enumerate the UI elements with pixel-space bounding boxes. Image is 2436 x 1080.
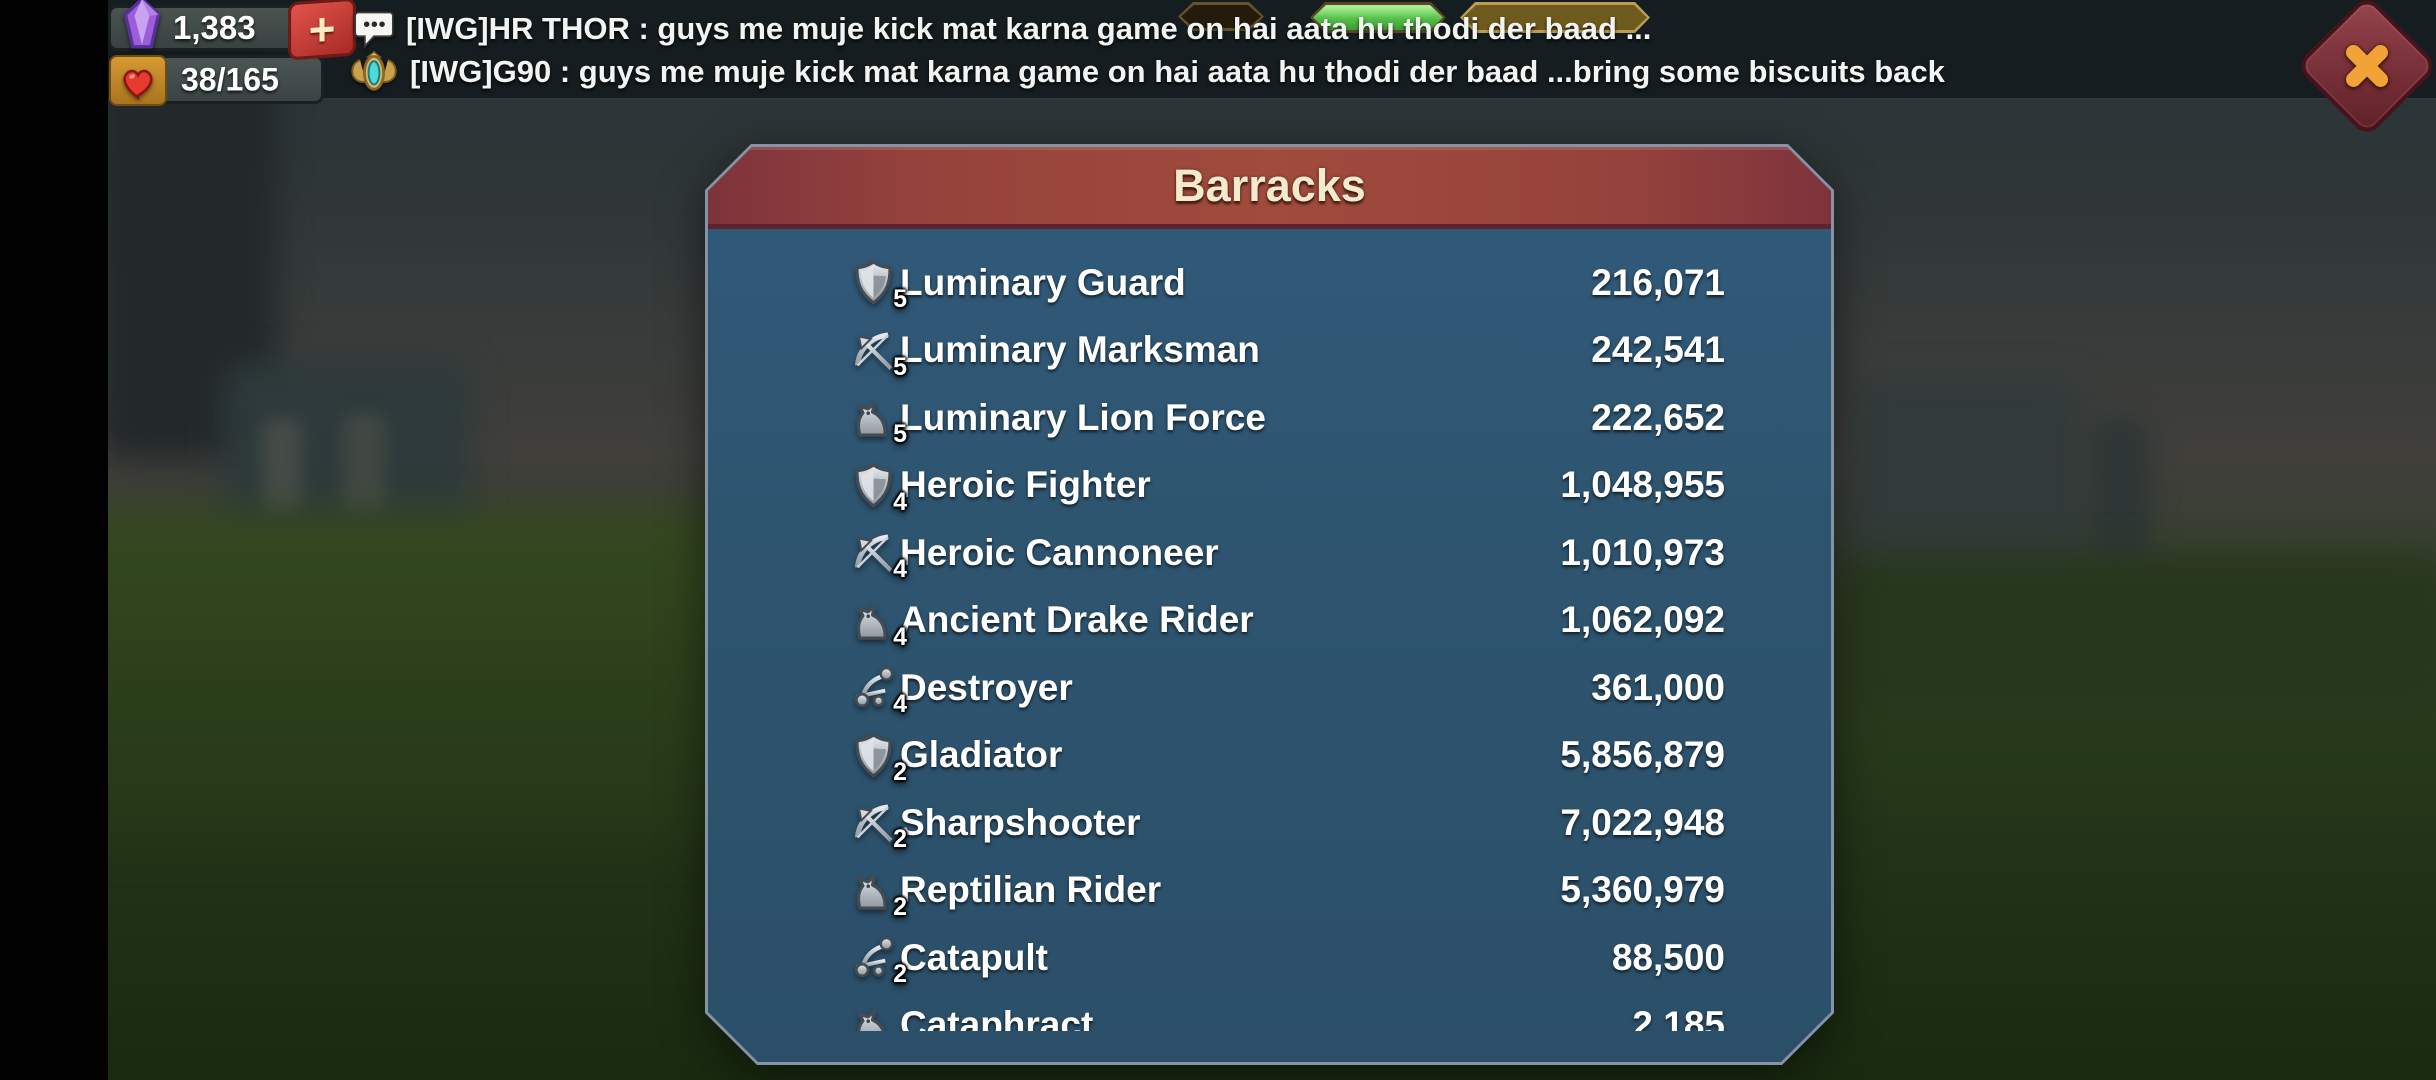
chat-message-text: [IWG]HR THOR : guys me muje kick mat kar…: [406, 11, 1652, 46]
troop-count: 216,071: [1591, 261, 1725, 303]
heart-count: 38/165: [181, 61, 279, 97]
troop-row: 4 Ancient Drake Rider 1,062,092: [850, 587, 1725, 655]
heart-badge: [109, 55, 167, 106]
troop-name: Ancient Drake Rider: [900, 599, 1254, 641]
troop-tier-label: 2: [893, 825, 907, 854]
troop-tier-label: 2: [893, 960, 907, 989]
troop-name: Heroic Cannoneer: [900, 531, 1219, 573]
troop-row: 5 Luminary Guard 216,071: [850, 249, 1725, 317]
troop-name: Gladiator: [900, 734, 1063, 776]
troop-name: Sharpshooter: [900, 801, 1141, 843]
cavalry-icon: 4: [850, 597, 897, 644]
close-icon: [2346, 45, 2388, 88]
troop-tier-label: 4: [893, 555, 907, 584]
troop-row: 4 Heroic Fighter 1,048,955: [850, 452, 1725, 520]
capacity-pill-green: [1310, 2, 1446, 33]
capacity-pill-gold: [1460, 2, 1650, 33]
infantry-icon: 2: [850, 732, 897, 779]
gem-count: 1,383: [173, 9, 256, 46]
panel-title: Barracks: [1173, 160, 1366, 211]
troop-count: 222,652: [1591, 396, 1725, 438]
letterbox-bar: [0, 0, 108, 1080]
troop-name: Luminary Marksman: [900, 329, 1260, 371]
troop-count: 1,010,973: [1560, 531, 1725, 573]
background-arch-opening: [262, 418, 302, 514]
troop-row: 2 Sharpshooter 7,022,948: [850, 789, 1725, 857]
troop-row: 5 Luminary Marksman 242,541: [850, 317, 1725, 385]
background-ground: [1834, 555, 2436, 715]
troop-count: 2,185: [1632, 1004, 1725, 1031]
troop-name: Heroic Fighter: [900, 464, 1151, 506]
chat-message-text: [IWG]G90 : guys me muje kick mat karna g…: [410, 54, 1945, 89]
barracks-panel: Barracks 5 Luminary Guard 216,071 5 Lumi…: [705, 144, 1834, 1065]
gem-counter[interactable]: 1,383: [108, 0, 306, 51]
troop-row: Cataphract 2,185: [850, 992, 1725, 1032]
troop-count: 361,000: [1591, 666, 1725, 708]
troop-count: 5,856,879: [1560, 734, 1725, 776]
background-pillar: [2088, 415, 2152, 575]
capacity-pill-dark: [1178, 2, 1264, 31]
cavalry-icon: [850, 1002, 897, 1031]
troop-row: 2 Reptilian Rider 5,360,979: [850, 857, 1725, 925]
troop-row: 4 Heroic Cannoneer 1,010,973: [850, 519, 1725, 587]
troop-tier-label: 4: [893, 622, 907, 651]
panel-body: Barracks 5 Luminary Guard 216,071 5 Lumi…: [708, 147, 1831, 1062]
heart-icon: [123, 69, 153, 100]
troop-count: 88,500: [1611, 936, 1725, 978]
siege-icon: 4: [850, 664, 897, 711]
chat-bubble-icon: [352, 8, 396, 50]
troop-count: 7,022,948: [1560, 801, 1725, 843]
chat-message-2[interactable]: [IWG]G90 : guys me muje kick mat karna g…: [348, 48, 1945, 96]
troop-row: 5 Luminary Lion Force 222,652: [850, 384, 1725, 452]
ranged-icon: 5: [850, 327, 897, 374]
troop-name: Luminary Guard: [900, 261, 1186, 303]
cavalry-icon: 5: [850, 394, 897, 441]
troop-count: 5,360,979: [1560, 869, 1725, 911]
infantry-icon: 5: [850, 259, 897, 306]
troop-name: Catapult: [900, 936, 1048, 978]
close-button[interactable]: [2294, 0, 2436, 139]
troop-count: 1,048,955: [1560, 464, 1725, 506]
background-arch-opening: [342, 414, 386, 514]
troop-tier-label: 4: [893, 487, 907, 516]
infantry-icon: 4: [850, 462, 897, 509]
troop-name: Reptilian Rider: [900, 869, 1162, 911]
troop-row: 2 Catapult 88,500: [850, 924, 1725, 992]
background-stones: [1845, 375, 2085, 585]
troop-name: Destroyer: [900, 666, 1073, 708]
panel-header: Barracks: [708, 147, 1831, 229]
troop-tier-label: 2: [893, 892, 907, 921]
troop-name: Luminary Lion Force: [900, 396, 1266, 438]
chat-message-1[interactable]: [IWG]HR THOR : guys me muje kick mat kar…: [352, 6, 1651, 52]
heart-counter[interactable]: 38/165: [108, 55, 324, 106]
troop-count: 242,541: [1591, 329, 1725, 371]
troop-list[interactable]: 5 Luminary Guard 216,071 5 Luminary Mark…: [708, 229, 1831, 1031]
ranged-icon: 2: [850, 799, 897, 846]
ranged-icon: 4: [850, 529, 897, 576]
plus-icon: +: [308, 1, 336, 57]
troop-row: 4 Destroyer 361,000: [850, 654, 1725, 722]
gem-icon: [123, 0, 161, 49]
troop-name: Cataphract: [900, 1004, 1094, 1031]
siege-icon: 2: [850, 934, 897, 981]
troop-tier-label: 5: [893, 420, 907, 449]
cavalry-icon: 2: [850, 867, 897, 914]
troop-tier-label: 5: [893, 285, 907, 314]
troop-tier-label: 4: [893, 690, 907, 719]
rank-badge-icon: [348, 48, 400, 96]
troop-count: 1,062,092: [1560, 599, 1725, 641]
troop-row: 2 Gladiator 5,856,879: [850, 722, 1725, 790]
troop-tier-label: 5: [893, 352, 907, 381]
add-gems-button[interactable]: +: [288, 0, 356, 61]
troop-tier-label: 2: [893, 757, 907, 786]
